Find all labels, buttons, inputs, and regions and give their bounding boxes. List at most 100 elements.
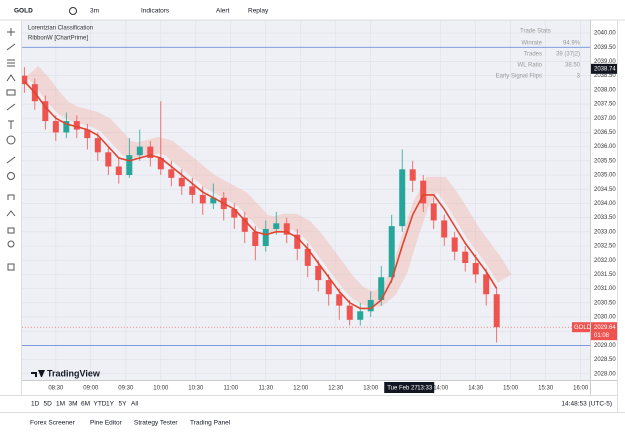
indicators[interactable]: Indicators	[141, 8, 170, 15]
y-tick-label: 2028.00	[594, 371, 616, 377]
clock: 14:48:53 (UTC-5)	[561, 401, 612, 408]
price-marker-bg	[591, 63, 617, 74]
y-tick-label: 2032.50	[594, 244, 616, 250]
alert[interactable]: Alert	[216, 8, 230, 15]
x-tick-label: 12:00	[293, 386, 309, 392]
stat-label: WL Ratio	[518, 63, 543, 69]
candle-body	[105, 152, 112, 167]
x-tick-label: 12:30	[328, 386, 344, 392]
stat-value: 94.9%	[563, 41, 581, 47]
x-tick-label: 14:00	[433, 386, 449, 392]
range-button[interactable]: 1Y	[106, 401, 115, 408]
candle-body	[84, 129, 91, 139]
candle-body	[231, 209, 238, 218]
countdown: 01:08	[594, 333, 610, 339]
candle-body	[357, 311, 364, 320]
candle-body	[21, 75, 28, 85]
symbol-tag-bg	[572, 322, 590, 333]
y-tick-label: 2030.00	[594, 315, 616, 321]
candle-body	[147, 146, 154, 158]
candle-body	[441, 220, 448, 238]
candle-body	[241, 217, 248, 232]
stat-value: 3	[577, 74, 581, 80]
range-button[interactable]: 1M	[56, 401, 65, 408]
bottom-tab[interactable]: Pine Editor	[90, 420, 123, 427]
candle-body	[451, 237, 458, 252]
symbol-tag: GOLD	[574, 325, 592, 331]
crosshair-time: 13:33	[417, 386, 433, 392]
candle-body	[294, 234, 301, 249]
y-tick-label: 2038.00	[594, 87, 616, 93]
y-tick-label: 2031.00	[594, 286, 616, 292]
add-icon[interactable]	[69, 7, 77, 15]
candle-body	[189, 186, 196, 195]
replay[interactable]: Replay	[248, 8, 269, 15]
candle-body	[126, 155, 133, 176]
range-button[interactable]: 1D	[31, 401, 40, 408]
candle-body	[199, 194, 206, 204]
candle-body	[136, 146, 143, 156]
y-tick-label: 2039.00	[594, 59, 616, 65]
symbol[interactable]: GOLD	[14, 8, 33, 15]
stat-value: 38.50	[565, 63, 581, 69]
x-tick-label: 09:00	[83, 386, 99, 392]
range-button[interactable]: 6M	[81, 401, 90, 408]
bottom-tab[interactable]: Trading Panel	[190, 420, 231, 427]
candle-body	[420, 180, 427, 204]
stats-title: Trade Stats	[520, 29, 551, 35]
candle-body	[304, 248, 311, 266]
bottom-tab[interactable]: Strategy Tester	[134, 420, 178, 427]
candle-body	[42, 101, 49, 122]
last-price-bg	[591, 322, 617, 341]
candle-body	[367, 299, 374, 312]
range-button[interactable]: All	[131, 401, 139, 408]
drawing-tools[interactable]	[6, 28, 16, 271]
brand: TradingView	[47, 368, 101, 378]
candle-body	[409, 169, 416, 181]
stat-label: Winrate	[521, 41, 542, 47]
candle-body	[378, 277, 385, 300]
candle-body	[178, 177, 185, 187]
stat-value: 39 (37|2)	[556, 52, 580, 58]
range-button[interactable]: 5Y	[119, 401, 128, 408]
range-button[interactable]: 5D	[44, 401, 53, 408]
crosshair-label-bg	[384, 382, 435, 393]
x-tick-label: 16:00	[573, 386, 589, 392]
y-tick-label: 2039.50	[594, 45, 616, 51]
x-tick-label: 15:30	[538, 386, 554, 392]
y-tick-label: 2037.00	[594, 116, 616, 122]
x-tick-label: 11:30	[258, 386, 273, 392]
y-tick-label: 2028.50	[594, 357, 616, 363]
candle-body	[262, 228, 269, 246]
y-tick-label: 2030.50	[594, 300, 616, 306]
y-tick-label: 2034.50	[594, 187, 616, 193]
y-tick-label: 2031.50	[594, 272, 616, 278]
x-tick-label: 13:00	[363, 386, 379, 392]
kernel-line	[23, 80, 498, 310]
candle-body	[315, 265, 322, 281]
candle-body	[73, 121, 80, 130]
candle-body	[430, 203, 437, 221]
candle-body	[52, 121, 59, 133]
candle-body	[94, 138, 101, 153]
y-tick-label: 2037.50	[594, 102, 616, 108]
interval[interactable]: 3m	[90, 8, 99, 15]
y-tick-label: 2035.50	[594, 158, 616, 164]
logo	[31, 370, 45, 377]
y-tick-label: 2036.50	[594, 130, 616, 136]
crosshair-date: Tue Feb 27	[387, 386, 418, 392]
range-button[interactable]: YTD	[94, 401, 107, 408]
candle-body	[483, 274, 490, 295]
y-tick-label: 2029.00	[594, 343, 616, 349]
candle-body	[388, 226, 395, 278]
range-button[interactable]: 3M	[69, 401, 78, 408]
candle-body	[168, 169, 175, 178]
y-tick-label: 2036.00	[594, 144, 616, 150]
x-tick-label: 08:30	[48, 386, 64, 392]
candle-body	[346, 305, 353, 320]
y-tick-label: 2032.00	[594, 258, 616, 264]
bottom-tab[interactable]: Forex Screener	[30, 420, 76, 427]
y-tick-label: 2033.50	[594, 215, 616, 221]
legend-item: Lorentzian Classification	[28, 26, 93, 32]
